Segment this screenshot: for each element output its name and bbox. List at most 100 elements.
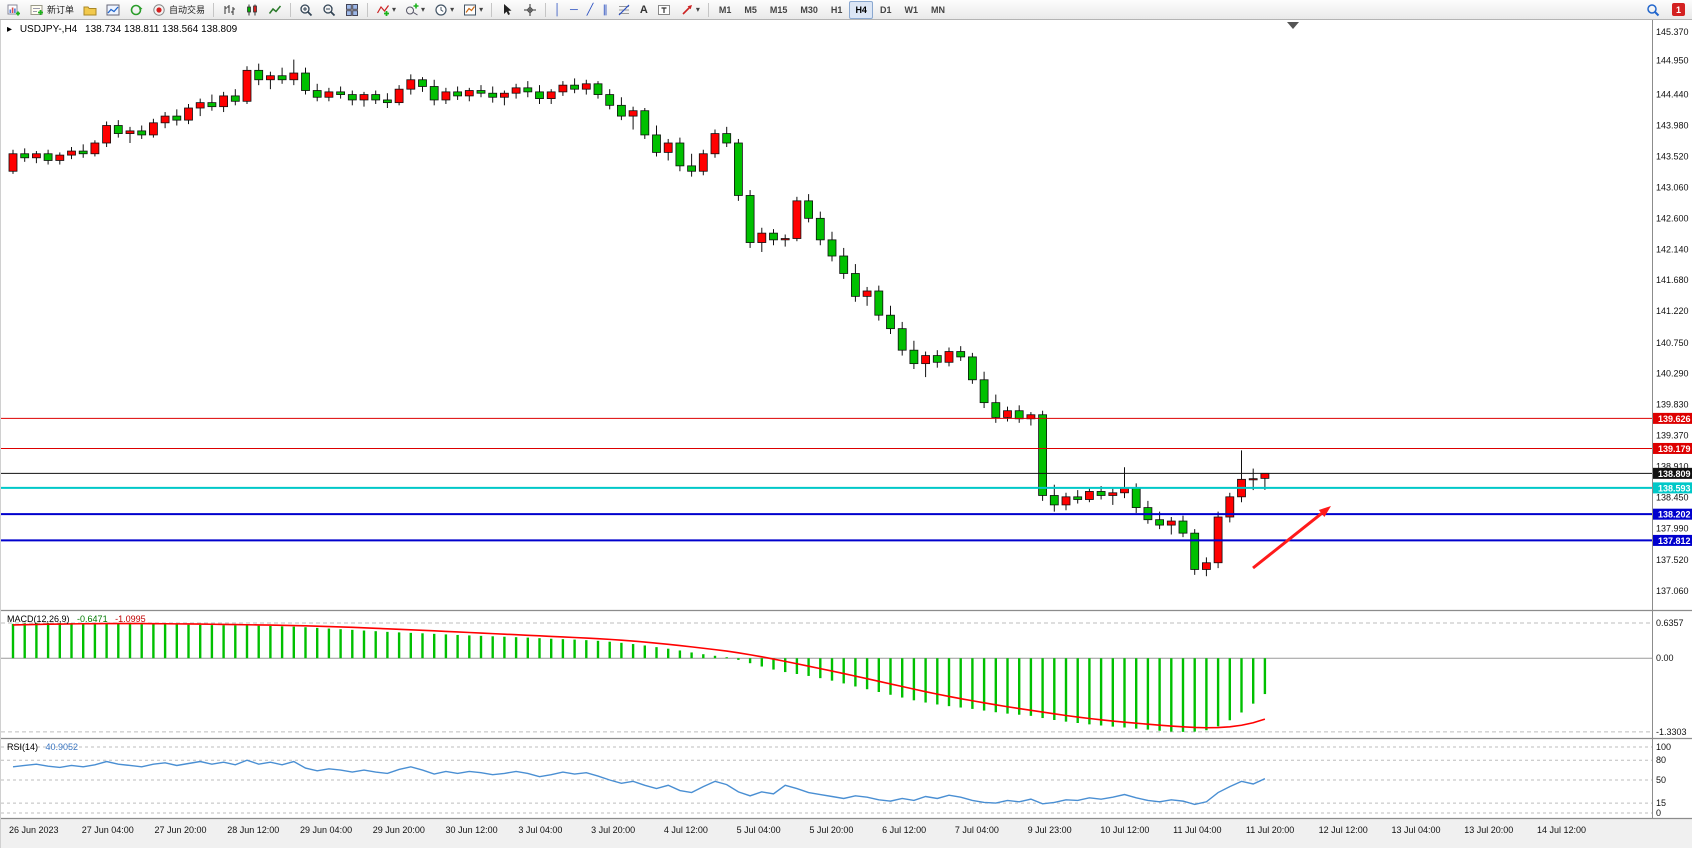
- dropdown-arrow-icon: ▾: [695, 5, 700, 14]
- autotrading-button[interactable]: 自动交易: [148, 1, 209, 19]
- crosshair-button[interactable]: [519, 1, 541, 19]
- price-axis-label: 137.060: [1656, 586, 1689, 596]
- timeframe-button-h4[interactable]: H4: [849, 0, 873, 19]
- search-button[interactable]: [1642, 1, 1664, 19]
- equidistant-channel-icon: ∥: [602, 3, 608, 16]
- timeframe-button-m30[interactable]: M30: [794, 1, 824, 19]
- chart-canvas[interactable]: 145.370 144.950 144.440 143.980 143.520 143.0…: [1, 20, 1692, 848]
- toolbar-right-group: 1: [1642, 1, 1689, 19]
- indicators-button[interactable]: ▾: [372, 1, 400, 19]
- cursor-button[interactable]: [496, 1, 518, 19]
- dropdown-arrow-icon: ▾: [450, 5, 455, 14]
- new-order-icon: [30, 4, 43, 15]
- tile-windows-button[interactable]: [341, 1, 363, 19]
- timeframe-button-w1[interactable]: W1: [898, 1, 924, 19]
- line-chart-button[interactable]: [264, 1, 286, 19]
- price-axis-label: 142.140: [1656, 244, 1689, 254]
- price-axis-label: 140.290: [1656, 369, 1689, 379]
- toolbar-separator: [213, 2, 215, 17]
- macd-signal-line: [12, 622, 1266, 729]
- refresh-button[interactable]: [125, 1, 147, 19]
- price-axis-label: 143.060: [1656, 182, 1689, 192]
- arrows-icon: [682, 4, 692, 15]
- horizontal-line-icon: ─: [569, 3, 578, 16]
- trendline-button[interactable]: ╱: [583, 1, 598, 19]
- toolbar-separator: [545, 2, 547, 17]
- price-tag-label: 138.809: [1658, 469, 1691, 479]
- timeframe-button-m1[interactable]: M1: [713, 1, 738, 19]
- chart-window[interactable]: 145.370 144.950 144.440 143.980 143.520 143.0…: [0, 20, 1692, 848]
- dropdown-arrow-icon: ▾: [392, 5, 397, 14]
- timeframe-button-d1[interactable]: D1: [874, 1, 898, 19]
- time-axis-label: 4 Jul 12:00: [664, 825, 708, 835]
- chart-shift-marker[interactable]: [1287, 22, 1299, 29]
- price-axis-label: 142.600: [1656, 213, 1689, 223]
- profiles-icon: [83, 6, 97, 15]
- line-chart-icon: [268, 5, 282, 14]
- horizontal-line-button[interactable]: ─: [566, 1, 582, 19]
- bar-chart-button[interactable]: [218, 1, 240, 19]
- time-axis-label: 3 Jul 04:00: [518, 825, 562, 835]
- time-axis-label: 5 Jul 20:00: [809, 825, 853, 835]
- trendline-icon: ╱: [586, 3, 594, 16]
- vertical-line-button[interactable]: │: [550, 1, 565, 19]
- new-chart-icon: [7, 4, 20, 15]
- autotrading-label: 自动交易: [169, 5, 206, 15]
- price-tag-label: 138.593: [1658, 483, 1691, 493]
- text-button[interactable]: A: [636, 1, 652, 19]
- time-axis-strip[interactable]: [1, 818, 1692, 848]
- one-click-trading-icon[interactable]: ▸: [7, 24, 13, 35]
- new-order-button[interactable]: 新订单: [26, 1, 78, 19]
- equidistant-channel-button[interactable]: ∥: [598, 1, 612, 19]
- toolbar-separator: [367, 2, 369, 17]
- time-axis-label: 27 Jun 20:00: [155, 825, 207, 835]
- time-axis-label: 6 Jul 12:00: [882, 825, 926, 835]
- profiles-button[interactable]: [79, 1, 101, 19]
- current-price: [1653, 467, 1692, 479]
- rsi-axis-label: 80: [1656, 755, 1666, 765]
- macd-axis-label: -1.3303: [1656, 727, 1687, 737]
- charts-button[interactable]: [102, 1, 124, 19]
- macd-indicator-label: MACD(12,26,9) -0.6471 -1.0995: [7, 614, 151, 624]
- price-axis-label: 144.440: [1656, 90, 1689, 100]
- arrows-button[interactable]: ▾: [676, 1, 704, 19]
- toolbar-separator: [707, 2, 709, 17]
- periods-button[interactable]: ▾: [430, 1, 458, 19]
- periods-clock-icon: [435, 3, 447, 16]
- price-axis-label: 145.370: [1656, 27, 1689, 37]
- time-axis-label: 12 Jul 12:00: [1319, 825, 1368, 835]
- price-axis-label: 141.680: [1656, 275, 1689, 285]
- macd-title: MACD(12,26,9): [7, 614, 70, 624]
- add-object-button[interactable]: ▾: [401, 1, 429, 19]
- dropdown-arrow-icon: ▾: [479, 5, 484, 14]
- candles-layer: [8, 59, 1270, 577]
- candlestick-chart-button[interactable]: [241, 1, 263, 19]
- price-axis-label: 138.450: [1656, 492, 1689, 502]
- zoom-out-icon: [323, 3, 336, 16]
- zoom-out-button[interactable]: [318, 1, 340, 19]
- price-axis-label: 143.980: [1656, 121, 1689, 131]
- price-tag-label: 138.202: [1658, 510, 1691, 520]
- price-tag-label: 139.179: [1658, 444, 1691, 454]
- zoom-in-button[interactable]: [295, 1, 317, 19]
- trend-arrow-annotation[interactable]: [1252, 506, 1331, 570]
- timeframe-button-h1[interactable]: H1: [825, 1, 849, 19]
- time-axis-label: 14 Jul 12:00: [1537, 825, 1586, 835]
- new-chart-button[interactable]: [3, 1, 25, 19]
- rsi-axis-label: 15: [1656, 798, 1666, 808]
- macd-main-value: -0.6471: [77, 614, 108, 624]
- timeframe-button-m5[interactable]: M5: [738, 1, 763, 19]
- templates-icon: [464, 4, 477, 15]
- rsi-axis-label: 100: [1656, 742, 1671, 752]
- timeframe-button-m15[interactable]: M15: [764, 1, 794, 19]
- text-label-button[interactable]: [653, 1, 675, 19]
- templates-button[interactable]: ▾: [459, 1, 487, 19]
- rsi-value: 40.9052: [45, 742, 79, 752]
- price-axis-label: 137.520: [1656, 555, 1689, 565]
- timeframe-button-mn[interactable]: MN: [925, 1, 951, 19]
- rsi-line: [12, 759, 1266, 806]
- time-axis-label: 10 Jul 12:00: [1100, 825, 1149, 835]
- news-button[interactable]: 1: [1668, 1, 1689, 19]
- fibonacci-button[interactable]: [613, 1, 635, 19]
- price-axis-label: 139.370: [1656, 431, 1689, 441]
